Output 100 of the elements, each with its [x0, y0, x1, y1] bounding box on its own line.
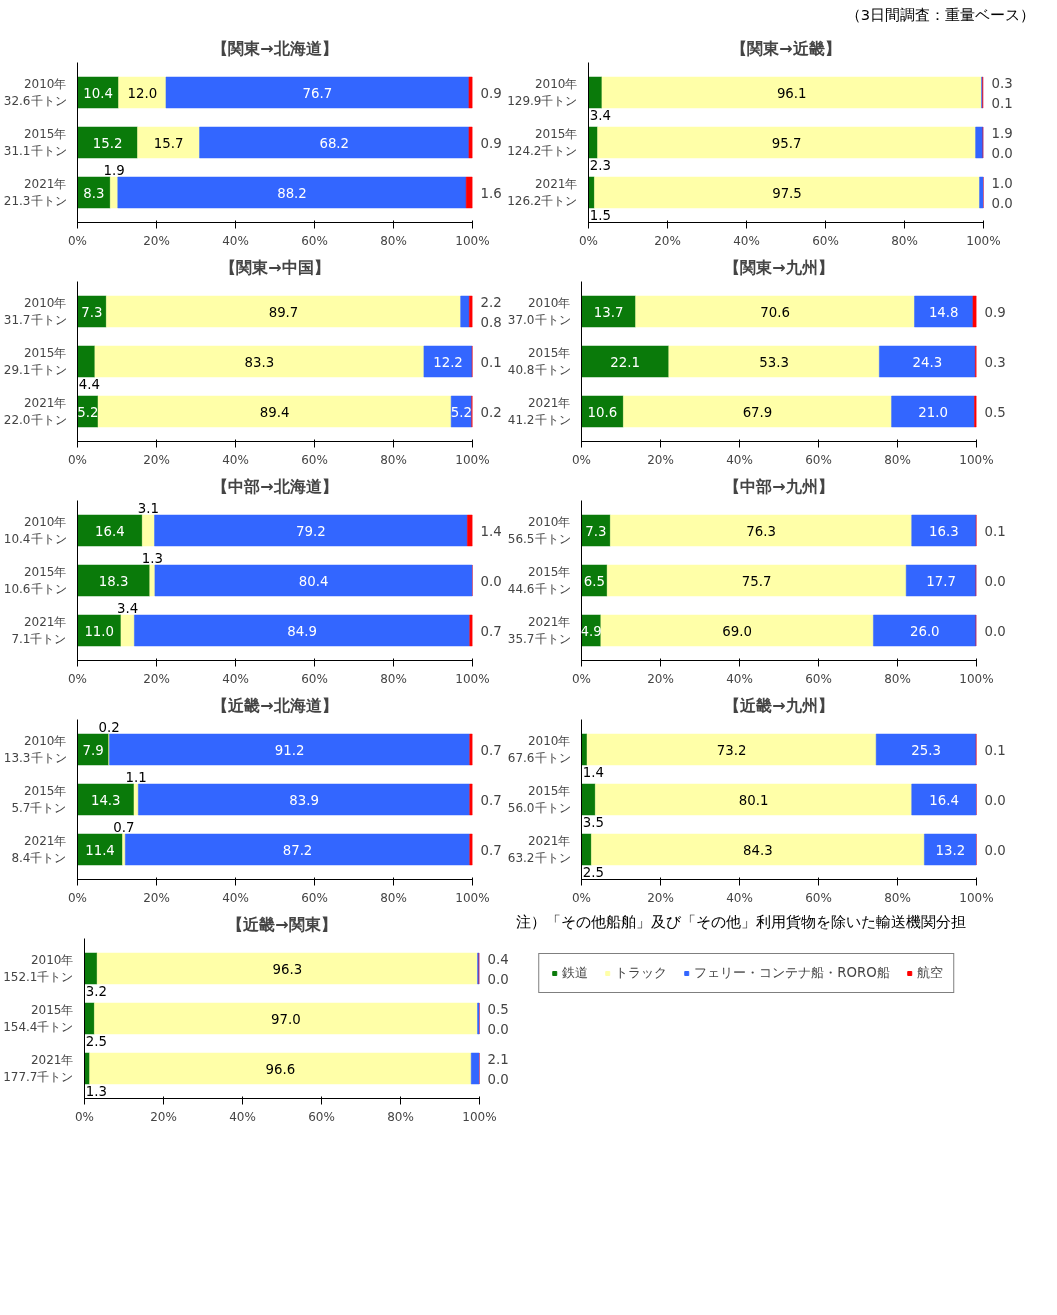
x-tick-label: 20%: [647, 671, 674, 686]
legend-label: 鉄道: [562, 963, 589, 982]
data-label: 13.2: [935, 842, 966, 858]
x-tick-label: 60%: [301, 233, 328, 248]
x-tick-label: 100%: [455, 890, 490, 905]
data-label: 80.4: [298, 573, 329, 589]
data-label: 6.5: [583, 573, 605, 589]
data-label: 2.5: [85, 1033, 107, 1049]
x-tick-label: 40%: [726, 452, 753, 467]
legend-label: 航空: [916, 963, 943, 982]
data-label: 0.7: [113, 819, 135, 835]
data-label: 95.7: [771, 135, 802, 151]
y-tick-label: 2015年 56.0千トン: [507, 784, 571, 815]
y-tick-label: 2021年 41.2千トン: [507, 396, 571, 427]
data-label: 53.3: [759, 354, 789, 370]
chart-title: 【中部→北海道】: [212, 476, 338, 496]
x-tick-label: 60%: [308, 1109, 335, 1124]
x-tick-label: 40%: [733, 233, 760, 248]
x-tick-label: 100%: [966, 233, 1001, 248]
data-label: 3.2: [85, 983, 107, 999]
x-tick-label: 0%: [571, 671, 592, 686]
x-tick-label: 40%: [222, 233, 249, 248]
x-tick-label: 20%: [143, 452, 170, 467]
data-label: 0.1: [984, 742, 1006, 758]
x-tick-label: 80%: [891, 233, 918, 248]
x-tick-label: 60%: [805, 671, 832, 686]
data-label: 16.4: [929, 792, 959, 808]
data-label: 0.7: [480, 623, 502, 639]
y-tick-label: 2021年 35.7千トン: [507, 615, 571, 646]
data-label: 4.9: [580, 623, 602, 639]
data-label: 0.0: [487, 1071, 509, 1087]
y-tick-label: 2015年 124.2千トン: [507, 127, 578, 158]
data-label: 0.5: [984, 404, 1006, 420]
data-label: 15.2: [92, 135, 123, 151]
y-tick-label: 2010年 56.5千トン: [507, 515, 571, 546]
data-label: 96.1: [776, 85, 807, 101]
data-label: 24.3: [912, 354, 943, 370]
x-tick-label: 20%: [647, 452, 674, 467]
data-label: 7.3: [585, 523, 607, 539]
y-tick-label: 2021年 21.3千トン: [3, 177, 67, 208]
data-label: 76.3: [746, 523, 776, 539]
y-tick-label: 2015年 31.1千トン: [3, 127, 67, 158]
data-label: 0.0: [480, 573, 502, 589]
data-label: 96.3: [272, 961, 303, 977]
x-tick-label: 60%: [805, 890, 832, 905]
data-label: 69.0: [722, 623, 752, 639]
data-label: 83.9: [289, 792, 319, 808]
x-tick-label: 60%: [301, 890, 328, 905]
chart-title: 【関東→九州】: [724, 257, 834, 277]
data-label: 79.2: [296, 523, 326, 539]
x-tick-label: 100%: [959, 890, 994, 905]
x-tick-label: 80%: [380, 890, 407, 905]
x-tick-label: 100%: [455, 671, 490, 686]
legend-label: フェリー・コンテナ船・RORO船: [694, 963, 890, 982]
data-label: 1.5: [589, 207, 611, 223]
y-tick-label: 2010年 13.3千トン: [3, 734, 67, 765]
data-label: 73.2: [716, 742, 747, 758]
y-tick-label: 2015年 40.8千トン: [507, 346, 571, 377]
data-label: 0.0: [991, 195, 1013, 211]
data-label: 1.4: [480, 523, 502, 539]
x-tick-label: 0%: [571, 890, 592, 905]
y-tick-label: 2021年 7.1千トン: [11, 615, 67, 646]
data-label: 0.5: [487, 1001, 509, 1017]
y-tick-label: 2010年 31.7千トン: [3, 296, 67, 327]
y-tick-label: 2015年 44.6千トン: [507, 565, 571, 596]
chart-title: 【近畿→北海道】: [212, 695, 338, 715]
x-tick-label: 20%: [647, 890, 674, 905]
data-label: 1.9: [103, 162, 125, 178]
y-tick-label: 2010年 37.0千トン: [507, 296, 571, 327]
data-label: 0.9: [480, 135, 502, 151]
data-label: 75.7: [741, 573, 772, 589]
data-label: 10.4: [83, 85, 113, 101]
x-tick-label: 20%: [654, 233, 681, 248]
chart-title: 【近畿→関東】: [227, 914, 337, 934]
data-label: 1.3: [141, 550, 163, 566]
data-label: 70.6: [760, 304, 790, 320]
data-label: 84.3: [743, 842, 773, 858]
x-tick-label: 40%: [222, 671, 249, 686]
data-label: 26.0: [909, 623, 940, 639]
data-label: 12.0: [127, 85, 158, 101]
legend-label: トラック: [615, 963, 668, 982]
data-label: 0.1: [984, 523, 1006, 539]
data-label: 0.0: [984, 792, 1006, 808]
data-label: 0.0: [991, 145, 1013, 161]
chart-title: 【近畿→九州】: [724, 695, 834, 715]
x-tick-label: 80%: [884, 671, 911, 686]
data-label: 2.5: [582, 864, 604, 880]
x-tick-label: 40%: [222, 890, 249, 905]
data-label: 15.7: [153, 135, 184, 151]
x-tick-label: 60%: [805, 452, 832, 467]
data-label: 0.0: [984, 842, 1006, 858]
x-tick-label: 100%: [959, 671, 994, 686]
data-label: 2.3: [589, 157, 611, 173]
y-tick-label: 2015年 154.4千トン: [3, 1003, 74, 1034]
data-label: 0.1: [991, 95, 1013, 111]
y-tick-label: 2010年 32.6千トン: [3, 77, 67, 108]
data-label: 1.3: [85, 1083, 107, 1099]
data-label: 7.3: [81, 304, 103, 320]
data-label: 3.4: [117, 600, 139, 616]
data-label: 97.5: [772, 185, 802, 201]
